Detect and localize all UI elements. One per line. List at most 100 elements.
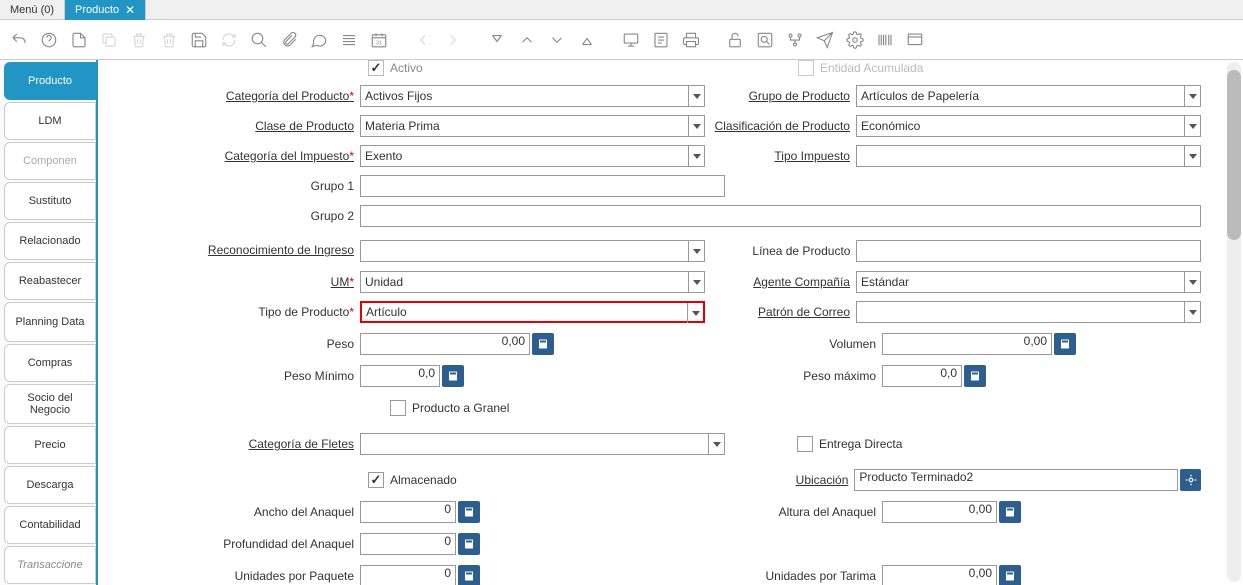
peso-input[interactable]: 0,00: [360, 333, 530, 355]
screen-icon[interactable]: [904, 29, 926, 51]
activo-label: Activo: [390, 61, 423, 75]
prev-icon[interactable]: [412, 29, 434, 51]
calculator-icon[interactable]: [999, 565, 1021, 585]
recing-select[interactable]: [360, 240, 705, 262]
chevron-down-icon: [688, 146, 704, 166]
sidebar-item-precio[interactable]: Precio: [4, 426, 96, 464]
gear-icon[interactable]: [844, 29, 866, 51]
help-icon[interactable]: [38, 29, 60, 51]
calculator-icon[interactable]: [442, 365, 464, 387]
copy-icon[interactable]: [98, 29, 120, 51]
tab-menu[interactable]: Menú (0): [0, 0, 65, 20]
agente-label: Agente Compañía: [705, 275, 856, 289]
sidebar-item-transacciones[interactable]: Transaccione: [4, 546, 96, 584]
chevron-down-icon: [688, 241, 704, 261]
calendar-icon[interactable]: 31: [368, 29, 390, 51]
altura-input[interactable]: 0,00: [882, 501, 997, 523]
refresh-icon[interactable]: [218, 29, 240, 51]
list-icon[interactable]: [338, 29, 360, 51]
last-icon[interactable]: [576, 29, 598, 51]
workflow-icon[interactable]: [784, 29, 806, 51]
entrega-checkbox[interactable]: [797, 436, 813, 452]
locate-icon[interactable]: [1180, 469, 1201, 491]
agente-select[interactable]: Estándar: [856, 271, 1201, 293]
calculator-icon[interactable]: [458, 533, 480, 555]
sidebar-item-producto[interactable]: Producto: [4, 62, 96, 100]
calculator-icon[interactable]: [458, 501, 480, 523]
print-icon[interactable]: [680, 29, 702, 51]
calculator-icon[interactable]: [964, 365, 986, 387]
up-icon[interactable]: [516, 29, 538, 51]
entidad-label: Entidad Acumulada: [820, 61, 923, 75]
delete-icon[interactable]: [128, 29, 150, 51]
almacenado-label: Almacenado: [390, 473, 457, 487]
calculator-icon[interactable]: [532, 333, 554, 355]
catfletes-select[interactable]: [360, 433, 725, 455]
lock-icon[interactable]: [724, 29, 746, 51]
down-icon[interactable]: [546, 29, 568, 51]
grupo1-input[interactable]: [360, 175, 725, 197]
sidebar-item-sustituto[interactable]: Sustituto: [4, 182, 96, 220]
altura-label: Altura del Anaquel: [480, 505, 882, 519]
claseprod-select[interactable]: Materia Prima: [360, 115, 705, 137]
calculator-icon[interactable]: [458, 565, 480, 585]
attach-icon[interactable]: [278, 29, 300, 51]
utar-input[interactable]: 0,00: [882, 565, 997, 585]
grpprod-select[interactable]: Artículos de Papelería: [856, 85, 1201, 107]
chevron-down-icon: [688, 86, 704, 106]
delete2-icon[interactable]: [158, 29, 180, 51]
grupo2-input[interactable]: [360, 205, 1201, 227]
chat-icon[interactable]: [308, 29, 330, 51]
utar-label: Unidades por Tarima: [480, 569, 882, 583]
catimp-select[interactable]: Exento: [360, 145, 705, 167]
undo-icon[interactable]: [8, 29, 30, 51]
sidebar-item-compras[interactable]: Compras: [4, 344, 96, 382]
search-icon[interactable]: [248, 29, 270, 51]
barcode-icon[interactable]: [874, 29, 896, 51]
prof-label: Profundidad del Anaquel: [98, 537, 360, 551]
tipoprod-select[interactable]: Artículo: [360, 301, 705, 323]
sidebar-item-reabastecer[interactable]: Reabastecer: [4, 262, 96, 300]
new-icon[interactable]: [68, 29, 90, 51]
calculator-icon[interactable]: [999, 501, 1021, 523]
ancho-input[interactable]: 0: [360, 501, 456, 523]
zoom-icon[interactable]: [754, 29, 776, 51]
prof-input[interactable]: 0: [360, 533, 456, 555]
sidebar-item-ldm[interactable]: LDM: [4, 102, 96, 140]
tab-strip: Menú (0) Producto✕: [0, 0, 1243, 20]
report-icon[interactable]: [650, 29, 672, 51]
patron-label: Patrón de Correo: [705, 305, 856, 319]
almacenado-checkbox[interactable]: [368, 472, 384, 488]
scroll-thumb[interactable]: [1227, 70, 1241, 240]
present-icon[interactable]: [620, 29, 642, 51]
sidebar-item-planning[interactable]: Planning Data: [4, 302, 96, 342]
lineaprod-input[interactable]: [856, 240, 1201, 262]
sidebar-item-socio[interactable]: Socio del Negocio: [4, 384, 96, 424]
pesomin-input[interactable]: 0,0: [360, 365, 440, 387]
pesomax-input[interactable]: 0,0: [882, 365, 962, 387]
tipoimp-select[interactable]: [856, 145, 1201, 167]
catprod-select[interactable]: Activos Fijos: [360, 85, 705, 107]
patron-select[interactable]: [856, 301, 1201, 323]
first-icon[interactable]: [486, 29, 508, 51]
volumen-input[interactable]: 0,00: [882, 333, 1052, 355]
entidad-checkbox[interactable]: [798, 60, 814, 76]
save-icon[interactable]: [188, 29, 210, 51]
sidebar-item-descarga[interactable]: Descarga: [4, 466, 96, 504]
next-icon[interactable]: [442, 29, 464, 51]
ubicacion-input[interactable]: Producto Terminado2: [854, 469, 1178, 491]
clasifprod-select[interactable]: Económico: [856, 115, 1201, 137]
sidebar-item-contabilidad[interactable]: Contabilidad: [4, 506, 96, 544]
tab-producto[interactable]: Producto✕: [65, 0, 146, 20]
chevron-down-icon: [1184, 116, 1200, 136]
um-select[interactable]: Unidad: [360, 271, 705, 293]
sidebar-item-relacionado[interactable]: Relacionado: [4, 222, 96, 260]
send-icon[interactable]: [814, 29, 836, 51]
volumen-label: Volumen: [554, 337, 882, 351]
calculator-icon[interactable]: [1054, 333, 1076, 355]
upaq-input[interactable]: 0: [360, 565, 456, 585]
granel-checkbox[interactable]: [390, 400, 406, 416]
activo-checkbox[interactable]: [368, 60, 384, 76]
sidebar-item-componen[interactable]: Componen: [4, 142, 96, 180]
close-icon[interactable]: ✕: [125, 3, 135, 17]
